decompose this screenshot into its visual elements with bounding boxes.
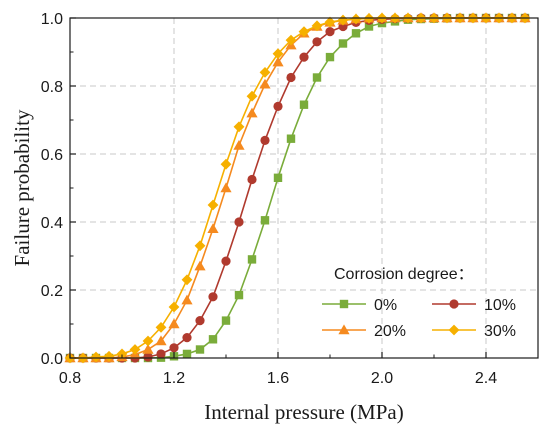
legend-marker — [448, 324, 460, 336]
series-20pct — [64, 12, 531, 363]
data-point — [246, 90, 258, 102]
data-point — [221, 256, 231, 266]
data-point — [324, 16, 336, 28]
data-point — [299, 100, 309, 109]
data-point — [285, 34, 297, 46]
data-point — [325, 27, 335, 37]
data-point — [195, 316, 205, 326]
legend-item: 10% — [432, 297, 516, 314]
legend-item: 0% — [322, 297, 397, 314]
data-point — [182, 333, 192, 343]
data-point — [116, 348, 128, 360]
x-axis-title: Internal pressure (MPa) — [204, 400, 403, 424]
legend-item: 20% — [322, 323, 406, 340]
data-point — [246, 107, 258, 118]
data-point — [220, 182, 232, 193]
data-point — [234, 217, 244, 227]
legend-marker — [449, 299, 459, 309]
data-point — [259, 67, 271, 78]
data-point — [247, 255, 257, 264]
data-point — [208, 292, 218, 302]
legend-label: 0% — [374, 297, 397, 314]
data-point — [155, 322, 167, 333]
data-point — [286, 134, 296, 143]
data-point — [103, 350, 115, 362]
data-point — [273, 173, 283, 182]
x-tick-label: 1.2 — [163, 370, 185, 387]
data-point — [273, 101, 283, 111]
data-point — [260, 135, 270, 145]
data-point — [337, 14, 349, 26]
data-point — [312, 73, 322, 82]
data-point — [299, 52, 309, 62]
data-point — [350, 13, 362, 25]
x-tick-label: 0.8 — [59, 370, 81, 387]
data-point — [286, 72, 296, 83]
legend-label: 30% — [484, 323, 516, 340]
x-tick-label: 2.0 — [371, 370, 393, 387]
legend-marker — [339, 299, 349, 309]
legend-item: 30% — [432, 323, 516, 340]
y-tick-label: 0.2 — [41, 283, 63, 300]
series-30pct — [64, 12, 531, 364]
data-point — [208, 335, 218, 344]
data-point — [247, 174, 257, 185]
data-point — [233, 139, 245, 150]
data-point — [338, 39, 348, 48]
data-point — [207, 223, 219, 233]
y-axis-title: Failure probability — [10, 109, 34, 266]
legend-label: 10% — [484, 297, 516, 314]
data-point — [129, 344, 141, 355]
legend-label: 20% — [374, 323, 406, 340]
axes: 0.8 1.2 1.6 2.0 2.4 0.0 0.2 0.4 0.6 0.8 1.0 — [41, 11, 539, 387]
series-10pct — [65, 13, 530, 363]
plot-frame — [69, 17, 539, 359]
data-point — [168, 318, 180, 329]
data-point — [312, 37, 322, 47]
data-point — [194, 260, 206, 271]
legend-marker — [338, 324, 350, 335]
legend-title: Corrosion degree： — [334, 266, 474, 283]
x-tick-label: 2.4 — [475, 370, 497, 387]
data-point — [298, 26, 310, 37]
series-group — [64, 12, 531, 364]
data-point — [272, 56, 284, 67]
data-point — [182, 349, 192, 359]
data-point — [221, 316, 231, 325]
data-point — [195, 345, 205, 354]
y-tick-label: 1.0 — [41, 11, 63, 28]
data-point — [156, 349, 166, 359]
data-point — [143, 352, 153, 362]
y-tick-label: 0.8 — [41, 79, 63, 96]
data-point — [155, 335, 167, 346]
data-point — [234, 290, 244, 300]
data-point — [169, 343, 179, 353]
data-point — [142, 343, 154, 354]
data-point — [260, 216, 270, 225]
y-tick-label: 0.6 — [41, 147, 63, 164]
data-point — [272, 48, 284, 60]
y-tick-label: 0.4 — [41, 215, 63, 232]
x-tick-label: 1.6 — [267, 370, 289, 387]
data-point — [364, 22, 374, 31]
y-tick-label: 0.0 — [41, 351, 63, 368]
data-point — [351, 29, 361, 38]
data-point — [194, 240, 206, 252]
data-point — [181, 294, 193, 305]
data-point — [181, 274, 193, 286]
data-point — [142, 335, 154, 347]
data-point — [90, 351, 102, 363]
data-point — [233, 121, 245, 133]
data-point — [325, 52, 335, 62]
data-point — [168, 301, 180, 313]
data-point — [207, 199, 219, 211]
data-point — [259, 78, 271, 89]
legend: Corrosion degree： 0% 10% 20% 30% — [322, 266, 516, 340]
data-point — [311, 20, 323, 32]
grid-lines — [70, 18, 538, 358]
data-point — [220, 158, 232, 170]
